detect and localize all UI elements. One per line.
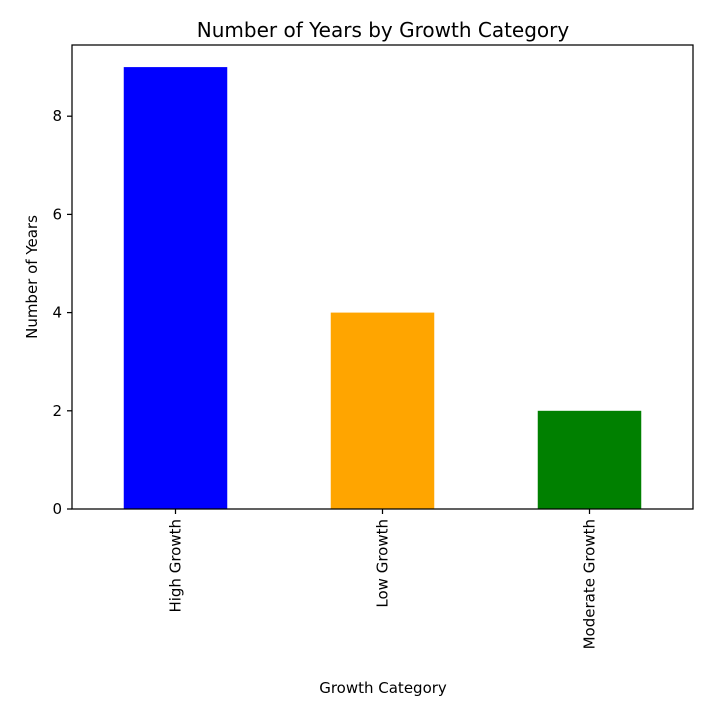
y-axis-ticks: 0 2 4 6 8 [52,107,72,518]
y-tick-label: 4 [52,304,62,322]
y-tick-label: 2 [52,402,62,420]
bar-low-growth [330,312,435,509]
x-tick-label: High Growth [167,519,185,613]
x-tick-label: Moderate Growth [581,519,599,649]
bars-group [123,67,642,509]
y-tick-label: 6 [52,205,62,223]
bar-high-growth [123,67,228,509]
chart-title: Number of Years by Growth Category [197,18,570,42]
x-tick-label: Low Growth [374,519,392,608]
x-axis-ticks: High Growth Low Growth Moderate Growth [167,509,599,649]
bar-moderate-growth [537,410,642,509]
y-axis-label: Number of Years [23,215,41,339]
x-axis-label: Growth Category [319,679,447,697]
y-tick-label: 8 [52,107,62,125]
y-tick-label: 0 [52,500,62,518]
